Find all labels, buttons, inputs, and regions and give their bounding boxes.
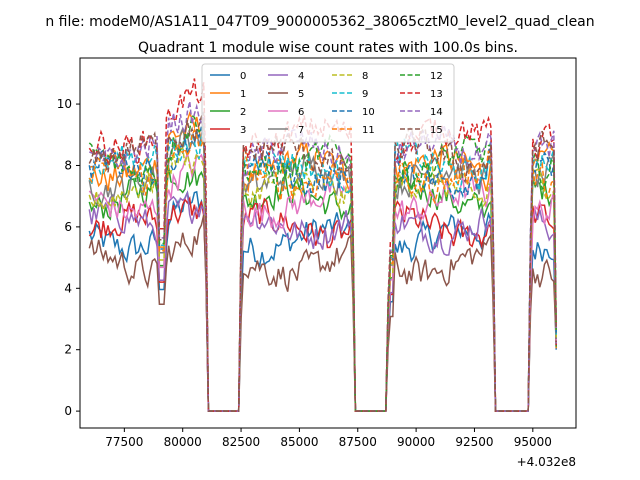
legend-label-14: 14 [430, 107, 443, 118]
x-tick-label: 90000 [397, 435, 435, 449]
series-line-12 [88, 114, 557, 412]
x-tick-label: 82500 [222, 435, 260, 449]
series-line-4 [88, 190, 557, 412]
legend-label-13: 13 [430, 89, 443, 100]
x-tick-label: 92500 [455, 435, 493, 449]
series-line-3 [88, 195, 557, 412]
x-tick-label: 80000 [164, 435, 202, 449]
legend-label-5: 5 [298, 89, 304, 100]
legend-label-11: 11 [362, 125, 375, 136]
legend-label-7: 7 [298, 125, 304, 136]
x-offset-label: +4.032e8 [517, 455, 576, 469]
y-tick-label: 0 [64, 404, 72, 418]
y-tick-label: 4 [64, 281, 72, 295]
legend-label-6: 6 [298, 107, 304, 118]
x-tick-label: 77500 [105, 435, 143, 449]
legend-box [201, 63, 455, 143]
y-tick-label: 8 [64, 158, 72, 172]
legend-label-8: 8 [362, 71, 368, 82]
plot-frame [79, 57, 577, 429]
y-tick-label: 2 [64, 343, 72, 357]
legend-label-0: 0 [240, 71, 246, 82]
series-line-6 [88, 151, 557, 412]
series-line-15 [88, 111, 557, 412]
series-line-14 [89, 101, 557, 412]
y-tick-label: 10 [57, 97, 72, 111]
legend-label-15: 15 [430, 125, 443, 136]
legend-label-4: 4 [298, 71, 304, 82]
legend-label-9: 9 [362, 89, 368, 100]
y-axis: 0 2 4 6 8 10 [57, 97, 80, 418]
series-line-5 [88, 214, 557, 412]
x-axis: 77500 80000 82500 85000 87500 90000 92500 95000 [105, 428, 552, 449]
series-line-10 [88, 126, 557, 412]
legend-label-10: 10 [362, 107, 375, 118]
legend-label-12: 12 [430, 71, 443, 82]
x-tick-label: 87500 [339, 435, 377, 449]
x-tick-label: 95000 [514, 435, 552, 449]
x-tick-label: 85000 [280, 435, 318, 449]
chart-suptitle: n file: modeM0/AS1A11_047T09_9000005362_… [45, 14, 594, 30]
series-line-11 [88, 128, 557, 412]
legend-label-2: 2 [240, 107, 246, 118]
legend-label-1: 1 [240, 89, 246, 100]
series-line-0 [88, 190, 557, 412]
chart-title: Quadrant 1 module wise count rates with … [138, 40, 518, 56]
legend-label-3: 3 [240, 125, 246, 136]
y-tick-label: 6 [64, 220, 72, 234]
